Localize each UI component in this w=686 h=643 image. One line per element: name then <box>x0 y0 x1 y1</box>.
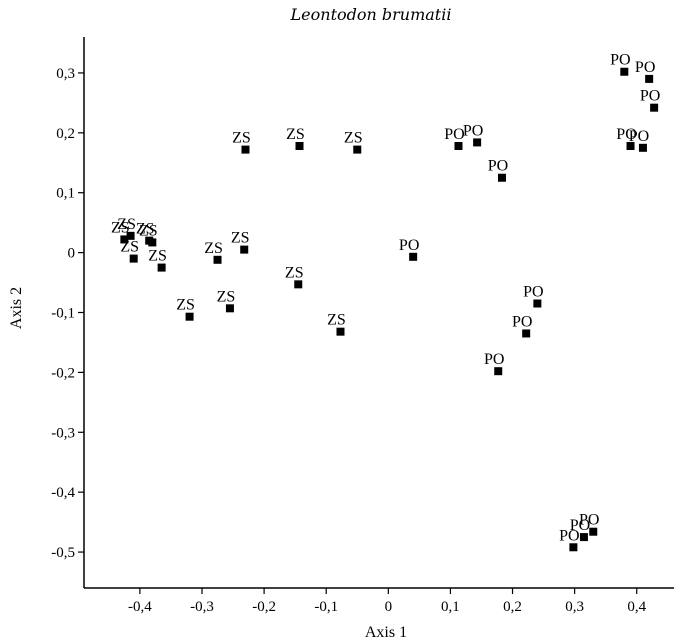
point-label: ZS <box>217 288 236 305</box>
data-point <box>213 255 222 264</box>
point-label: ZS <box>286 126 305 143</box>
point-label: ZS <box>344 130 363 147</box>
data-point <box>650 103 659 112</box>
point-label: PO <box>399 237 419 254</box>
chart-title: Leontodon brumatii <box>290 5 452 24</box>
point-label: PO <box>570 517 590 534</box>
data-point <box>295 142 304 151</box>
data-point <box>157 263 166 272</box>
data-point <box>638 143 647 152</box>
data-point <box>579 533 588 542</box>
data-point <box>353 145 362 154</box>
point-label: PO <box>512 313 532 330</box>
data-point <box>336 327 345 336</box>
point-label: PO <box>488 158 508 175</box>
point-label: ZS <box>285 264 304 281</box>
data-point <box>409 252 418 261</box>
x-tick-label: 0,2 <box>503 599 522 615</box>
point-label: ZS <box>117 216 136 233</box>
data-point <box>185 312 194 321</box>
data-point <box>294 280 303 289</box>
point-label: PO <box>523 284 543 301</box>
point-label: PO <box>444 126 464 143</box>
point-label: ZS <box>204 240 223 257</box>
point-label: ZS <box>327 312 346 329</box>
data-point <box>497 173 506 182</box>
data-point <box>241 145 250 154</box>
x-axis-label: Axis 1 <box>365 624 407 641</box>
point-label: PO <box>640 88 660 105</box>
y-axis-ticks: 0,3 0,2 0,1 0 -0,1 -0,2 -0,3 -0,4 -0,5 <box>51 66 84 561</box>
x-tick-label: 0 <box>385 599 393 615</box>
point-label: ZS <box>231 230 250 247</box>
point-label: ZS <box>139 222 158 239</box>
point-label: ZS <box>232 130 251 147</box>
y-axis-label: Axis 2 <box>8 287 25 329</box>
data-points: ZSZSZSZSZSZSZSZSZSZSZSZSZSZSZSPOPOPOPOPO… <box>111 52 660 552</box>
data-point <box>225 304 234 313</box>
data-point <box>240 245 249 254</box>
x-tick-label: -0,2 <box>252 599 276 615</box>
x-tick-label: -0,3 <box>190 599 214 615</box>
y-tick-label: -0,1 <box>51 306 75 322</box>
data-point <box>473 138 482 147</box>
x-tick-label: 0,1 <box>441 599 460 615</box>
point-label: PO <box>610 52 630 69</box>
y-tick-label: -0,2 <box>51 365 75 381</box>
point-label: PO <box>635 59 655 76</box>
y-tick-label: 0 <box>68 246 76 262</box>
data-point <box>126 231 135 240</box>
data-point <box>129 254 138 263</box>
point-label: ZS <box>148 248 167 265</box>
data-point <box>645 74 654 83</box>
x-tick-label: -0,4 <box>128 599 152 615</box>
y-tick-label: 0,2 <box>56 126 75 142</box>
point-label: PO <box>579 512 599 529</box>
point-label: PO <box>559 527 579 544</box>
y-tick-label: -0,5 <box>51 545 75 561</box>
x-tick-label: 0,3 <box>565 599 584 615</box>
point-label: PO <box>484 351 504 368</box>
data-point <box>454 142 463 151</box>
data-point <box>120 235 129 244</box>
data-point <box>522 329 531 338</box>
y-tick-label: 0,3 <box>56 66 75 82</box>
x-axis-ticks: -0,4 -0,3 -0,2 -0,1 0 0,1 0,2 0,3 0,4 <box>128 588 647 615</box>
x-tick-label: -0,1 <box>314 599 338 615</box>
y-tick-label: 0,1 <box>56 186 75 202</box>
x-tick-label: 0,4 <box>627 599 646 615</box>
point-label: ZS <box>136 221 155 238</box>
point-label: ZS <box>120 239 139 256</box>
point-label: ZS <box>176 297 195 314</box>
point-label: ZS <box>111 219 130 236</box>
data-point <box>589 527 598 536</box>
data-point <box>148 238 157 247</box>
data-point <box>620 67 629 76</box>
y-tick-label: -0,3 <box>51 425 75 441</box>
point-label: PO <box>616 126 636 143</box>
data-point <box>533 299 542 308</box>
y-tick-label: -0,4 <box>51 485 75 501</box>
data-point <box>626 142 635 151</box>
point-label: PO <box>463 122 483 139</box>
data-point <box>569 543 578 552</box>
data-point <box>494 367 503 376</box>
point-label: PO <box>629 128 649 145</box>
